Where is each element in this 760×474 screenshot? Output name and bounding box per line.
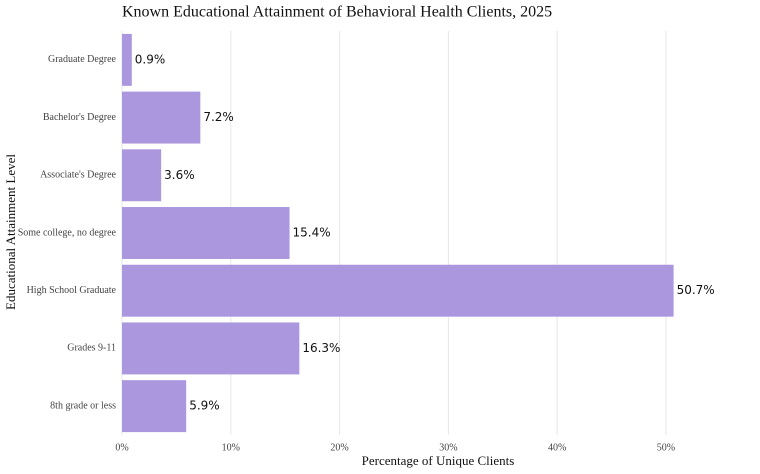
bar [122, 322, 300, 375]
x-axis-title: Percentage of Unique Clients [362, 453, 515, 468]
data-label: 7.2% [203, 110, 234, 124]
data-label: 5.9% [189, 399, 220, 413]
y-tick-label: 8th grade or less [50, 400, 116, 411]
bar [122, 380, 187, 433]
bar [122, 264, 674, 317]
y-tick-label: Associate's Degree [40, 170, 116, 181]
data-label: 3.6% [164, 168, 195, 182]
y-tick-label: High School Graduate [27, 285, 117, 296]
y-tick-label: Grades 9-11 [67, 343, 116, 354]
bar [122, 207, 290, 259]
bar [122, 33, 132, 86]
x-tick-label: 50% [657, 442, 675, 453]
x-tick-label: 0% [115, 442, 128, 453]
x-tick-label: 10% [222, 442, 240, 453]
x-tick-label: 30% [439, 442, 457, 453]
y-axis-title: Educational Attainment Level [3, 154, 18, 310]
y-tick-label: Graduate Degree [48, 54, 117, 65]
data-label: 15.4% [293, 226, 331, 240]
chart-title: Known Educational Attainment of Behavior… [122, 4, 552, 21]
data-label: 50.7% [677, 283, 715, 297]
data-label: 0.9% [135, 52, 166, 66]
y-tick-label: Some college, no degree [18, 227, 117, 238]
data-label: 16.3% [302, 341, 340, 355]
bar [122, 91, 201, 144]
x-tick-label: 40% [548, 442, 566, 453]
bar [122, 149, 162, 202]
y-tick-label: Bachelor's Degree [43, 112, 117, 123]
x-tick-label: 20% [330, 442, 348, 453]
